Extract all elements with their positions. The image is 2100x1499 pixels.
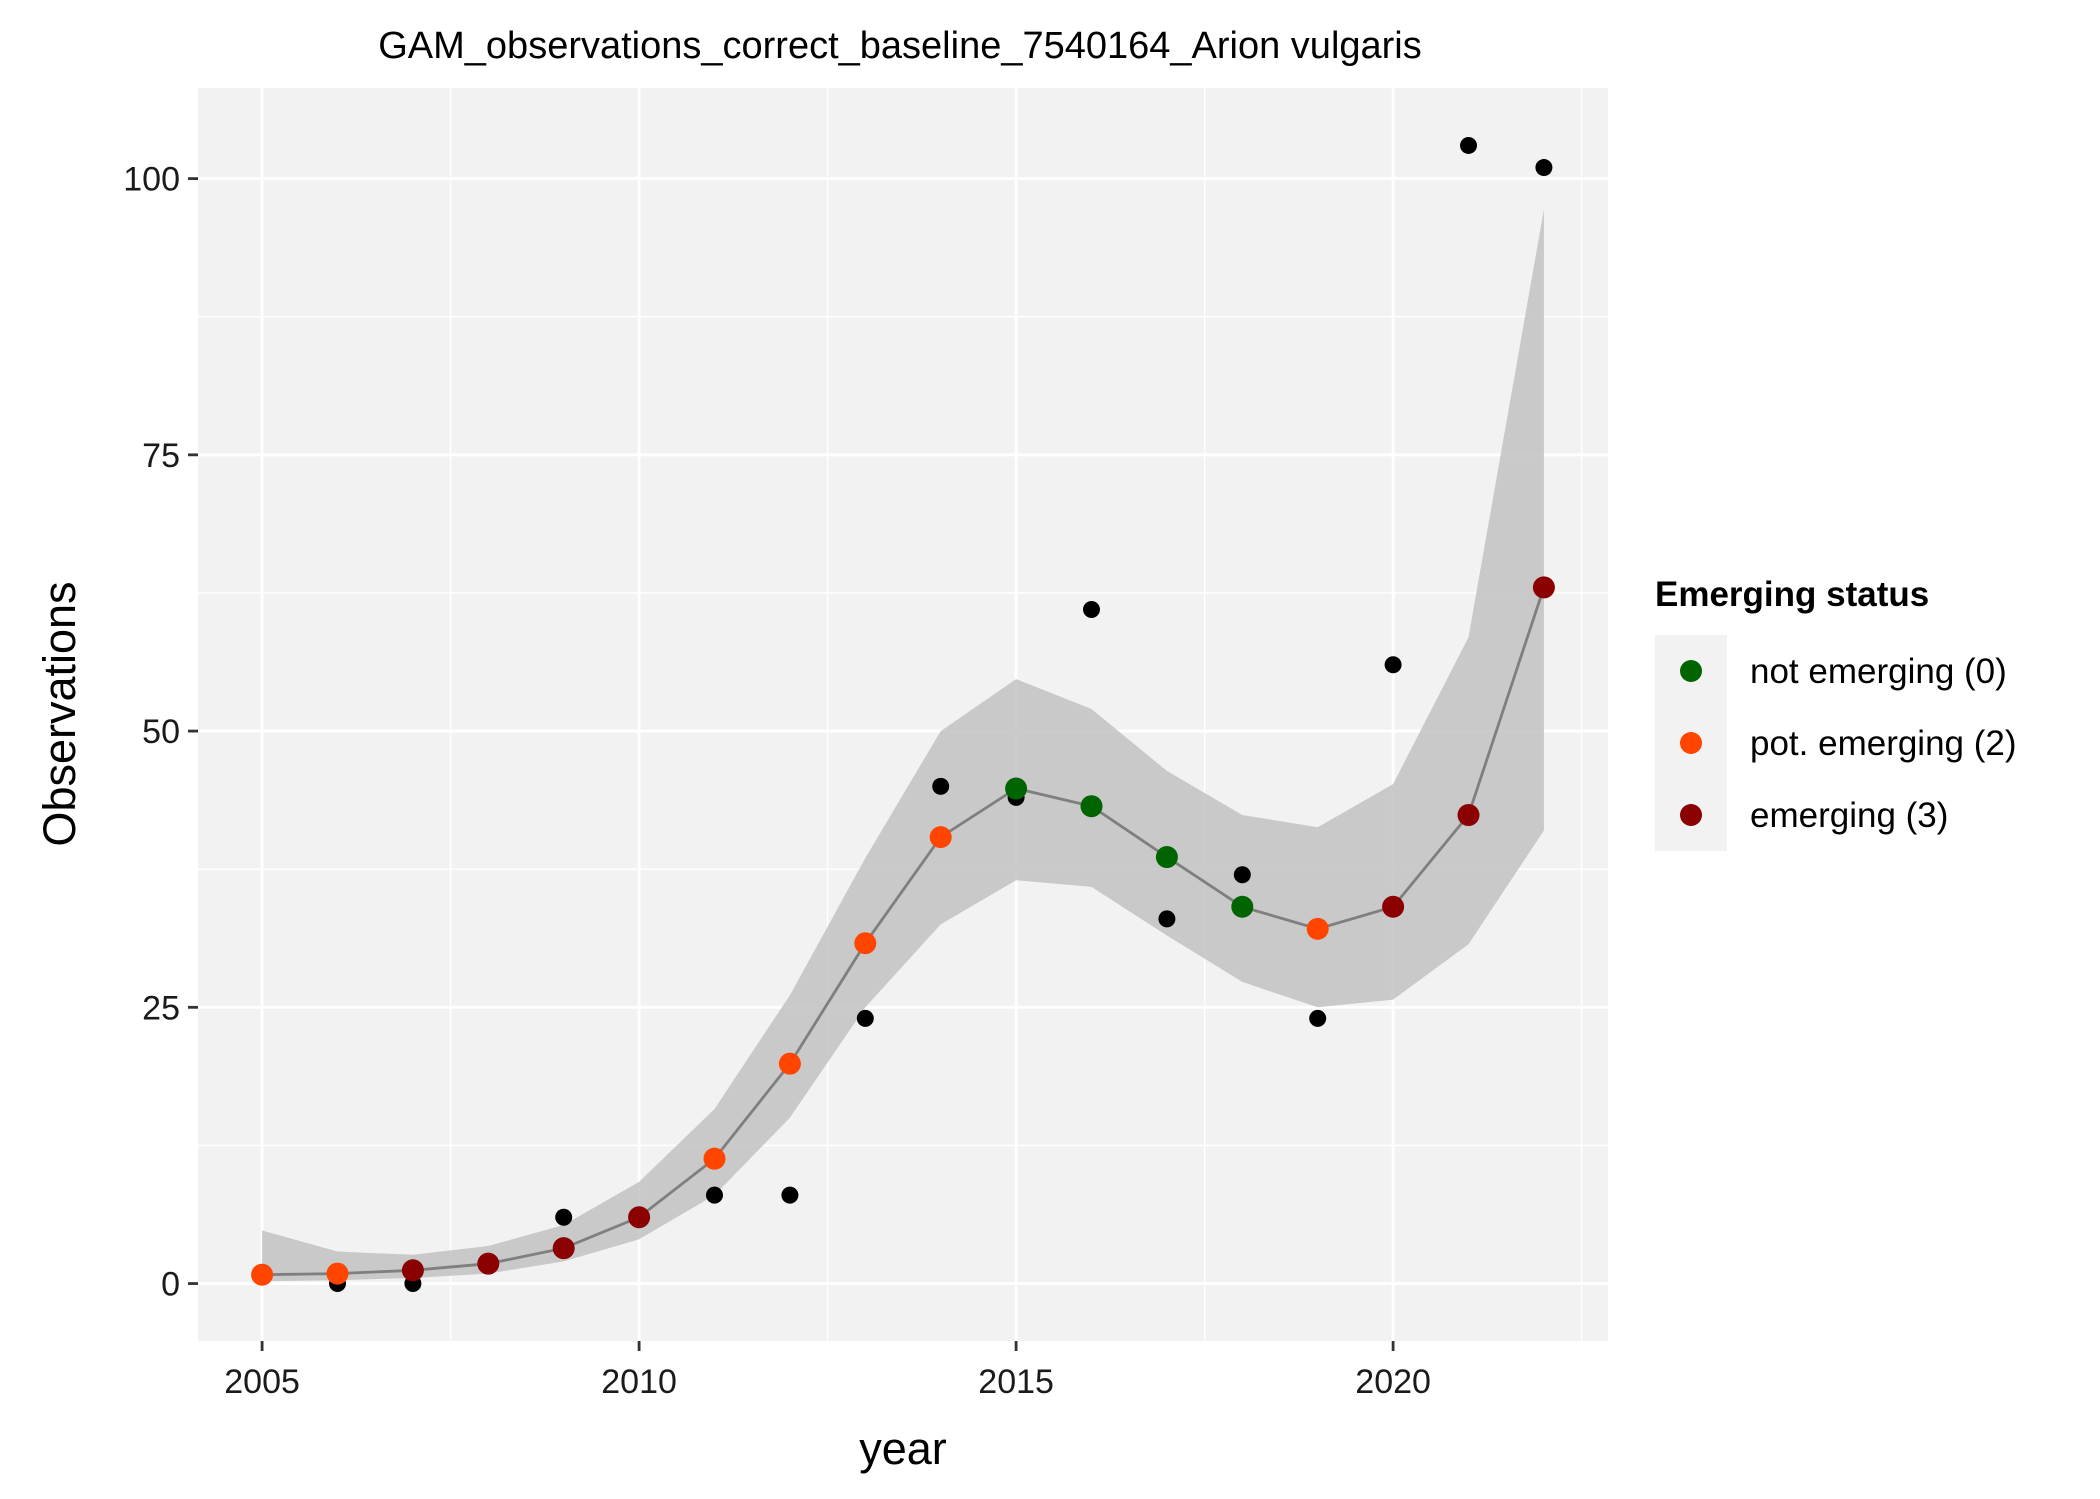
x-tick-label: 2020	[1355, 1363, 1431, 1401]
fitted-point	[477, 1252, 500, 1275]
fitted-point	[401, 1259, 424, 1282]
legend-label: emerging (3)	[1750, 796, 1948, 835]
y-tick-label: 25	[142, 989, 180, 1027]
fitted-point	[1532, 576, 1555, 599]
y-tick-label: 0	[161, 1266, 180, 1304]
legend-label: pot. emerging (2)	[1750, 724, 2017, 763]
fitted-point	[703, 1147, 726, 1170]
observed-point	[1158, 910, 1176, 928]
fitted-point	[552, 1237, 575, 1260]
observed-point	[705, 1186, 723, 1204]
major-gridlines	[198, 88, 1608, 1341]
fitted-points	[251, 576, 1555, 1286]
x-tick-label: 2015	[978, 1363, 1054, 1401]
legend-key-swatch	[1680, 804, 1702, 826]
x-tick-label: 2010	[601, 1363, 677, 1401]
legend: Emerging status not emerging (0) pot. eme…	[1655, 575, 2017, 851]
fitted-point	[1457, 804, 1480, 827]
fitted-point	[854, 932, 877, 955]
fitted-point	[1382, 895, 1405, 918]
observed-point	[781, 1186, 799, 1204]
fitted-point	[251, 1263, 274, 1286]
legend-title: Emerging status	[1655, 575, 1929, 614]
observed-point	[555, 1208, 573, 1226]
observed-point	[1309, 1009, 1327, 1027]
y-axis: 0 25 50 75 100	[123, 161, 198, 1304]
y-tick-label: 100	[123, 161, 180, 199]
legend-label: not emerging (0)	[1750, 652, 2007, 691]
fitted-point	[778, 1052, 801, 1075]
observed-point	[932, 777, 950, 795]
y-axis-title: Observations	[34, 581, 85, 846]
chart-title: GAM_observations_correct_baseline_754016…	[378, 25, 1422, 67]
observed-point	[1384, 656, 1402, 674]
fitted-point	[929, 826, 952, 849]
x-axis: 2005 2010 2015 2020	[224, 1341, 1431, 1401]
fit-line	[262, 586, 1546, 1277]
fitted-point	[1306, 917, 1329, 940]
x-tick-label: 2005	[224, 1363, 300, 1401]
legend-key-swatch	[1680, 660, 1702, 682]
legend-key-swatch	[1680, 732, 1702, 754]
fitted-point	[1155, 846, 1178, 869]
fitted-point	[628, 1206, 651, 1229]
fitted-point	[1231, 895, 1254, 918]
fitted-point	[1080, 795, 1103, 818]
plot-panel	[198, 88, 1608, 1341]
fitted-point	[1005, 777, 1028, 800]
fitted-point	[326, 1262, 349, 1285]
y-tick-label: 75	[142, 437, 180, 475]
observed-point	[1535, 159, 1553, 177]
y-tick-label: 50	[142, 713, 180, 751]
observed-point	[856, 1009, 874, 1027]
observed-point	[1460, 136, 1478, 154]
observed-point	[1083, 601, 1101, 619]
x-axis-title: year	[859, 1423, 947, 1474]
observed-point	[1233, 866, 1251, 884]
fit-line-path	[262, 586, 1546, 1277]
